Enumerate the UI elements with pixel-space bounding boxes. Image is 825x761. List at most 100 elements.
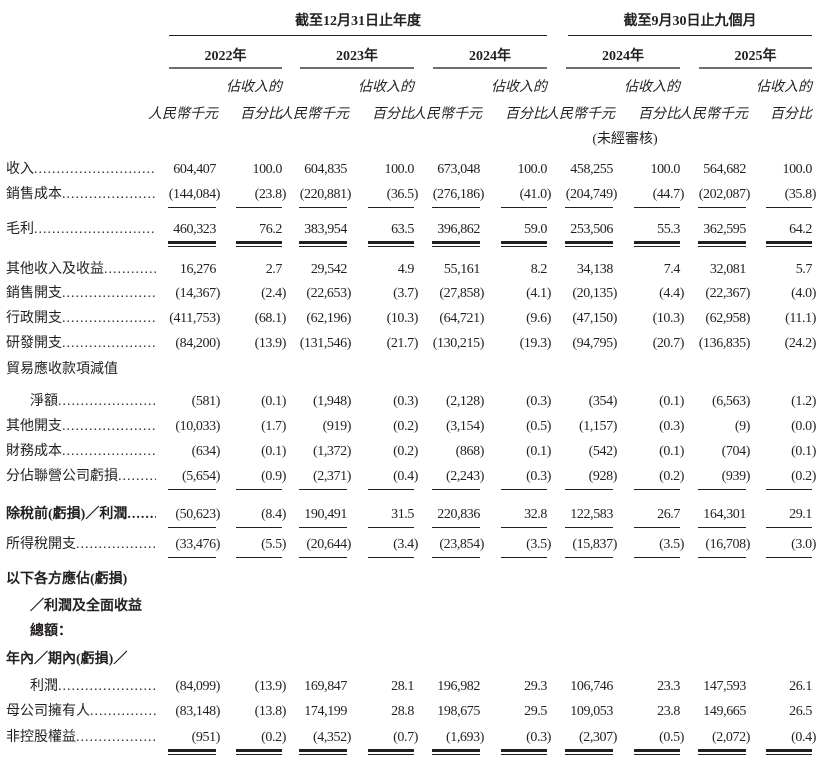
subtotal-line xyxy=(432,489,480,490)
amount-cell: 149,665 xyxy=(703,704,746,719)
dot-leader xyxy=(76,730,156,746)
double-underline-thick xyxy=(368,749,414,752)
year-header: 2022年 xyxy=(204,49,247,64)
amount-cell: 190,491 xyxy=(304,507,347,522)
subtotal-line xyxy=(432,557,480,558)
row-label-text: 年內／期內(虧損)／ xyxy=(6,652,128,667)
group-header-nine-months: 截至9月30日止九個月 xyxy=(623,14,757,29)
row-label: 母公司擁有人 xyxy=(6,704,156,720)
double-underline-thick xyxy=(565,749,613,752)
row-label: 毛利 xyxy=(6,222,156,238)
double-underline-thin xyxy=(432,754,480,755)
percent-cell: 2.7 xyxy=(265,262,283,277)
percent-cell: 100.0 xyxy=(650,162,680,177)
subtotal-line xyxy=(432,207,480,208)
pct-unit-header: 百分比 xyxy=(372,107,414,122)
amount-cell: (144,084) xyxy=(168,187,221,202)
subtotal-line xyxy=(299,489,347,490)
amount-cell: 122,583 xyxy=(570,507,613,522)
amount-cell: (16,708) xyxy=(705,537,750,552)
amount-cell: (1,372) xyxy=(312,444,351,459)
amount-cell: (9) xyxy=(734,419,751,434)
row-label: 以下各方應佔(虧損) xyxy=(6,572,156,588)
row-label-text: ／利潤及全面收益 xyxy=(30,599,142,614)
percent-cell: (8.4) xyxy=(261,507,286,522)
percent-cell: 59.0 xyxy=(524,222,547,237)
subtotal-line xyxy=(698,527,746,528)
percent-cell: 29.1 xyxy=(789,507,812,522)
amount-cell: (64,721) xyxy=(439,311,484,326)
year-header: 2024年 xyxy=(602,49,644,64)
subtotal-line xyxy=(168,489,216,490)
amount-cell: (204,749) xyxy=(565,187,618,202)
percent-cell: (1.7) xyxy=(261,419,286,434)
row-label: 收入 xyxy=(6,162,156,178)
percent-cell: 23.3 xyxy=(657,679,680,694)
subtotal-line xyxy=(698,489,746,490)
percent-cell: (0.1) xyxy=(791,444,816,459)
subtotal-line xyxy=(766,489,812,490)
double-underline-thick xyxy=(766,749,812,752)
pct-header: 佔收入的 xyxy=(491,80,547,95)
row-label-text: 淨額 xyxy=(30,394,58,409)
percent-cell: (10.3) xyxy=(386,311,419,326)
divider xyxy=(699,67,812,69)
subtotal-line xyxy=(565,557,613,558)
percent-cell: (11.1) xyxy=(785,311,816,326)
percent-cell: 28.8 xyxy=(391,704,414,719)
subtotal-line xyxy=(236,557,282,558)
percent-cell: (0.2) xyxy=(791,469,816,484)
dot-leader xyxy=(58,394,156,410)
double-underline-thin xyxy=(501,246,547,247)
subtotal-line xyxy=(501,489,547,490)
percent-cell: (19.3) xyxy=(519,336,552,351)
percent-cell: (0.3) xyxy=(393,394,418,409)
pct-unit-header: 百分比 xyxy=(240,107,282,122)
amount-cell: (84,099) xyxy=(175,679,220,694)
percent-cell: (1.2) xyxy=(791,394,816,409)
amount-cell: 169,847 xyxy=(304,679,347,694)
double-underline-thin xyxy=(501,754,547,755)
percent-cell: (35.8) xyxy=(784,187,817,202)
amount-cell: (951) xyxy=(191,730,221,745)
double-underline-thin xyxy=(698,246,746,247)
amount-cell: (4,352) xyxy=(312,730,351,745)
subtotal-line xyxy=(634,527,680,528)
amount-unit-header: 人民幣千元 xyxy=(678,107,748,122)
amount-cell: (3,154) xyxy=(445,419,484,434)
double-underline-thin xyxy=(634,246,680,247)
double-underline-thin xyxy=(766,754,812,755)
percent-cell: 26.5 xyxy=(789,704,812,719)
dot-leader xyxy=(62,336,156,352)
amount-cell: 147,593 xyxy=(703,679,746,694)
pct-header: 佔收入的 xyxy=(226,80,282,95)
percent-cell: (0.1) xyxy=(261,394,286,409)
row-label-text: 以下各方應佔(虧損) xyxy=(6,572,128,587)
amount-cell: (130,215) xyxy=(432,336,485,351)
amount-cell: 220,836 xyxy=(437,507,480,522)
double-underline-thick xyxy=(168,241,216,244)
amount-cell: (202,087) xyxy=(698,187,751,202)
percent-cell: (3.5) xyxy=(526,537,551,552)
dot-leader xyxy=(62,187,156,203)
double-underline-thick xyxy=(565,241,613,244)
percent-cell: (3.4) xyxy=(393,537,418,552)
percent-cell: 55.3 xyxy=(657,222,680,237)
amount-cell: 673,048 xyxy=(437,162,480,177)
row-label: 總額： xyxy=(30,624,156,640)
percent-cell: (0.7) xyxy=(393,730,418,745)
double-underline-thick xyxy=(299,749,347,752)
subtotal-line xyxy=(368,207,414,208)
row-label-text: 除稅前(虧損)／利潤 xyxy=(6,507,128,522)
percent-cell: 5.7 xyxy=(795,262,813,277)
amount-cell: 55,161 xyxy=(443,262,481,277)
amount-cell: (22,367) xyxy=(705,286,750,301)
amount-unit-header: 人民幣千元 xyxy=(412,107,482,122)
pct-header: 佔收入的 xyxy=(624,80,680,95)
subtotal-line xyxy=(299,527,347,528)
divider xyxy=(568,35,812,36)
amount-unit-header: 人民幣千元 xyxy=(148,107,218,122)
percent-cell: (0.3) xyxy=(659,419,684,434)
pct-header: 佔收入的 xyxy=(358,80,414,95)
double-underline-thin xyxy=(368,246,414,247)
